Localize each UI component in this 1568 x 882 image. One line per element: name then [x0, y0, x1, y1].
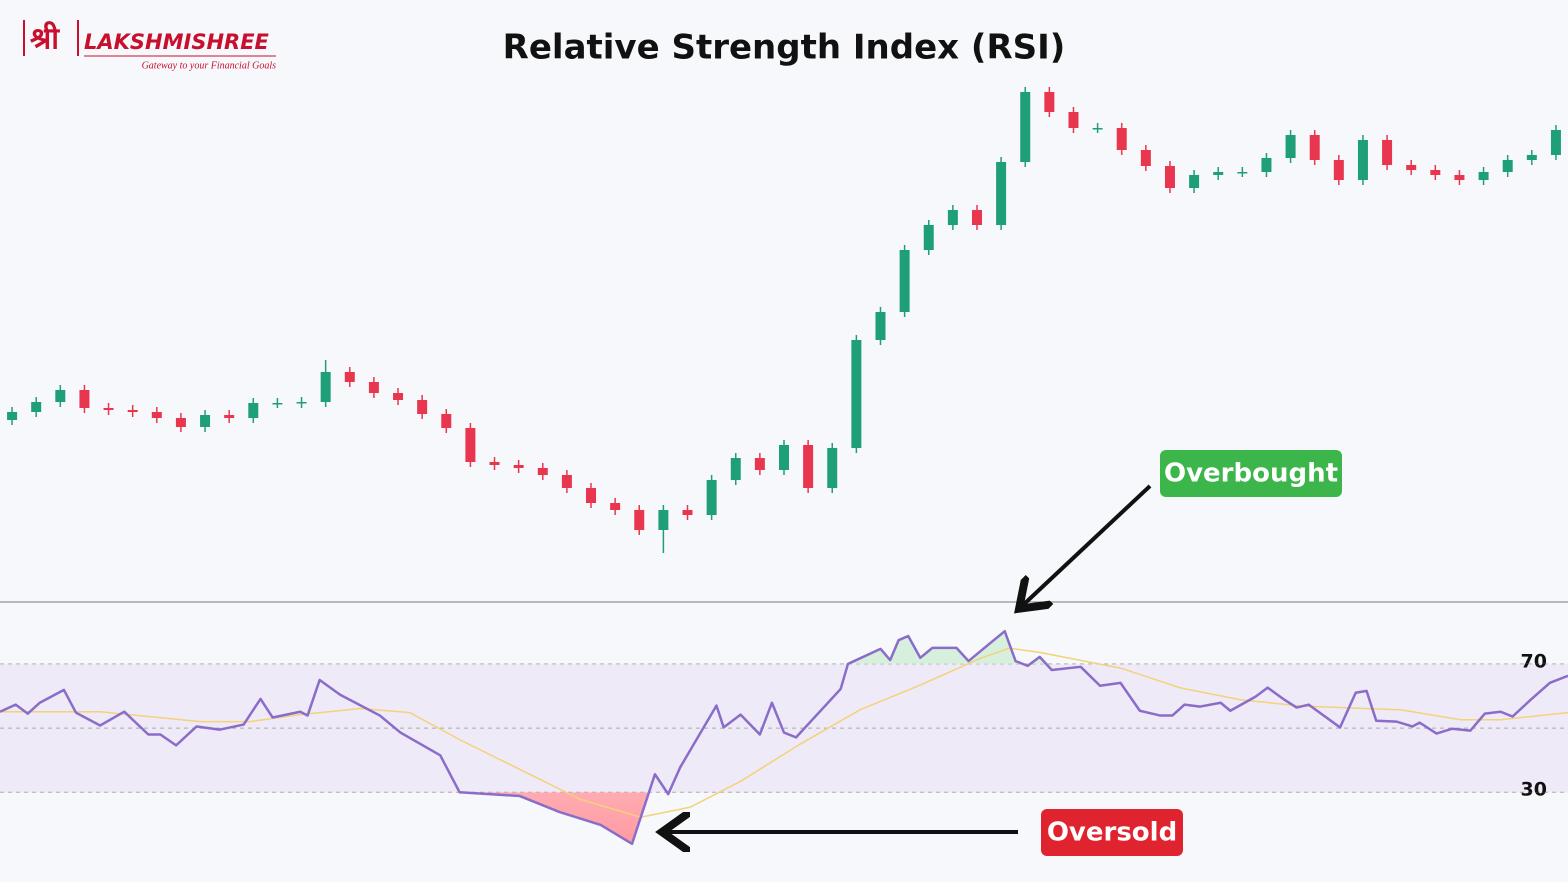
candle-body — [31, 402, 42, 412]
candle-body — [1261, 158, 1272, 172]
candle-body — [1309, 135, 1320, 160]
candle-body — [489, 462, 500, 465]
candle-body — [827, 448, 838, 488]
y-tick-label: 30 — [1521, 779, 1547, 801]
candle-body — [537, 468, 548, 475]
logo: श्री LAKSHMISHREE Gateway to your Financ… — [23, 20, 277, 71]
annotation-box — [1160, 450, 1342, 497]
annotation-box — [1041, 809, 1183, 856]
annotation: Overbought — [1164, 459, 1338, 489]
candle-body — [79, 390, 90, 408]
candle-body — [1430, 170, 1441, 175]
candle-body — [1502, 160, 1513, 172]
candle-body — [1406, 165, 1417, 170]
candle-body — [248, 403, 259, 418]
candle-body — [1526, 155, 1537, 160]
candle-body — [296, 402, 307, 404]
candle-body — [947, 210, 958, 225]
candle-body — [658, 510, 669, 530]
chart-title: Relative Strength Index (RSI) — [503, 28, 1066, 68]
candle-body — [224, 415, 235, 418]
candle-body — [1237, 172, 1248, 174]
candle-body — [200, 415, 211, 427]
rsi-line — [0, 629, 1568, 846]
candle-body — [1189, 175, 1200, 188]
candle-body — [851, 340, 862, 448]
candle-body — [1478, 172, 1489, 180]
candle-body — [7, 412, 18, 420]
candle-body — [151, 412, 162, 418]
candle-body — [1140, 150, 1151, 166]
y-tick-label: 70 — [1521, 650, 1547, 672]
logo-tagline: Gateway to your Financial Goals — [142, 60, 277, 71]
candle-body — [586, 488, 597, 503]
candle-body — [175, 418, 186, 427]
candle-body — [875, 312, 886, 340]
candle-body — [1068, 112, 1079, 128]
candle-body — [610, 503, 621, 510]
annotation: Oversold — [1047, 818, 1177, 848]
candle-body — [1164, 166, 1175, 188]
candle-body — [1357, 140, 1368, 180]
rsi-pane: 30 70 — [0, 629, 1568, 846]
candle-body — [393, 393, 404, 400]
candle-body — [779, 445, 789, 470]
candle-body — [730, 458, 741, 480]
candle-body — [465, 428, 476, 462]
candle-body — [1382, 140, 1393, 165]
candle-body — [1213, 172, 1224, 175]
candle-body — [320, 372, 331, 402]
candle-body — [1044, 92, 1055, 112]
candle-body — [368, 382, 379, 393]
candle-body — [1550, 130, 1561, 155]
candle-body — [634, 510, 645, 530]
candle-body — [103, 408, 114, 410]
candle-body — [682, 510, 693, 515]
candle-body — [1020, 92, 1031, 162]
candle-body — [1285, 135, 1296, 158]
signal-line — [0, 647, 1568, 818]
candle-body — [344, 372, 355, 382]
candle-body — [55, 390, 66, 402]
candle-body — [272, 403, 283, 405]
price-pane — [7, 87, 1561, 553]
candle-body — [1333, 160, 1344, 180]
candle-body — [996, 162, 1007, 225]
candle-body — [899, 250, 910, 312]
candle-body — [417, 400, 428, 414]
arrow — [1022, 484, 1152, 606]
candle-body — [513, 465, 524, 468]
candle-body — [1092, 128, 1103, 130]
candle-body — [706, 480, 717, 515]
candle-body — [127, 410, 138, 412]
candle-body — [923, 225, 934, 250]
candle-body — [803, 445, 814, 488]
logo-name: LAKSHMISHREE — [84, 30, 270, 54]
candle-body — [971, 210, 982, 225]
candle-body — [1116, 128, 1127, 150]
logo-mark: श्री — [30, 21, 60, 57]
candle-body — [561, 475, 572, 488]
candle-body — [441, 414, 452, 428]
candle-body — [754, 458, 765, 470]
candle-body — [1454, 175, 1465, 180]
